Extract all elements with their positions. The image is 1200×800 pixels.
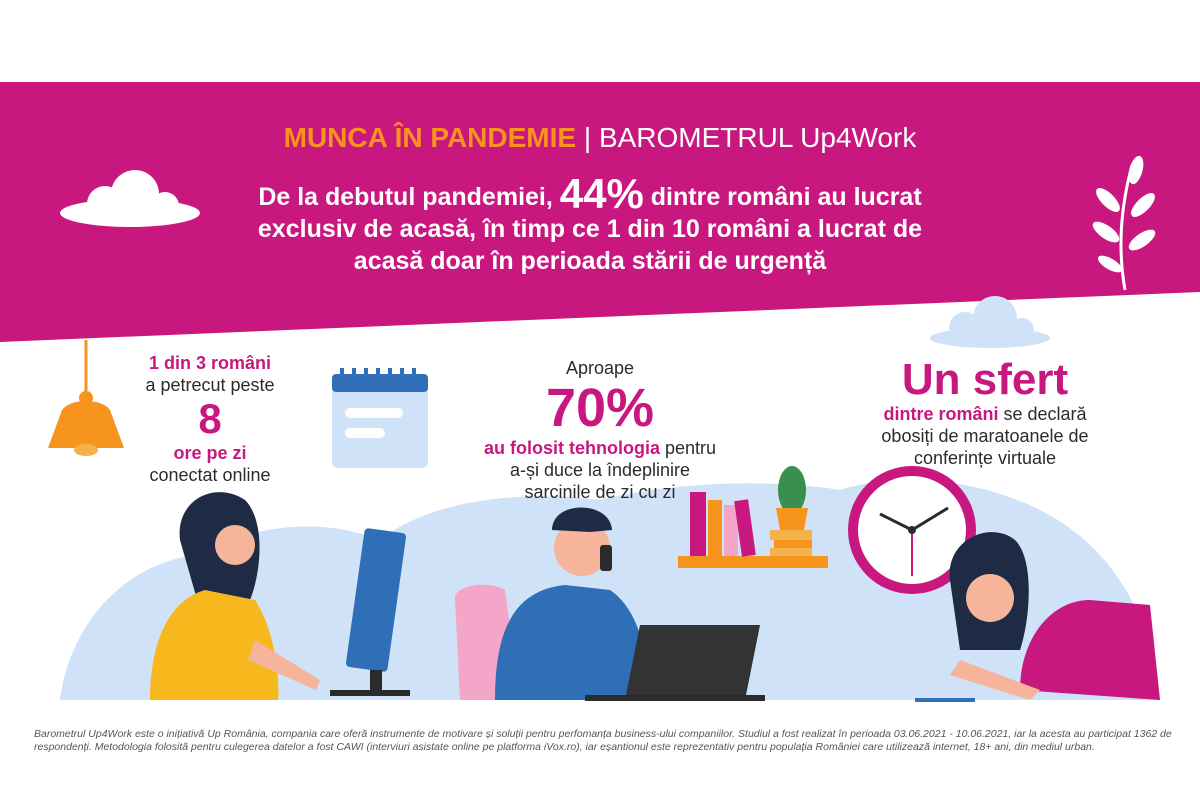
stat3-tail2: obosiți de maratoanele de [881,426,1089,446]
stat3-highlight: dintre români [883,404,999,424]
stat3-tail3: conferințe virtuale [913,448,1057,468]
stat1-line2: a petrecut peste [145,375,275,395]
title-main: BAROMETRUL Up4Work [598,122,917,153]
stat1-tail: conectat online [149,465,271,485]
stat2-tail1: pentru [659,438,717,458]
stat2-lead: Aproape [565,358,635,378]
stat-hours-online: 1 din 3 români a petrecut peste 8 ore pe… [110,352,310,486]
stat-virtual-fatigue: Un sfert dintre români se declară obosiț… [850,357,1120,469]
headline-part2: dintre români au lucrat exclusiv de acas… [257,183,923,275]
stat2-tail2: a-și duce la îndeplinire [509,460,691,480]
headline-part1: De la debutul pandemiei, [258,183,560,211]
stat3-tail1: se declară [998,404,1087,424]
stat1-number: 8 [198,395,222,442]
stat3-number: Un sfert [901,355,1069,404]
stat2-highlight: au folosit tehnologia [483,438,660,458]
stat2-tail3: sarcinile de zi cu zi [524,482,676,502]
stat2-number: 70% [545,378,655,438]
page-title: MUNCA ÎN PANDEMIE | BAROMETRUL Up4Work [0,122,1200,154]
methodology-footnote: Barometrul Up4Work este o inițiativă Up … [34,728,1172,753]
title-separator: | [583,122,592,153]
stat-technology: Aproape 70% au folosit tehnologia pentru… [450,357,750,503]
headline: De la debutul pandemiei, 44% dintre româ… [220,173,960,277]
stat1-lead: 1 din 3 români [148,353,272,373]
stat1-unit: ore pe zi [173,443,247,463]
headline-highlight: 44% [559,170,644,217]
title-accent: MUNCA ÎN PANDEMIE [283,122,577,153]
